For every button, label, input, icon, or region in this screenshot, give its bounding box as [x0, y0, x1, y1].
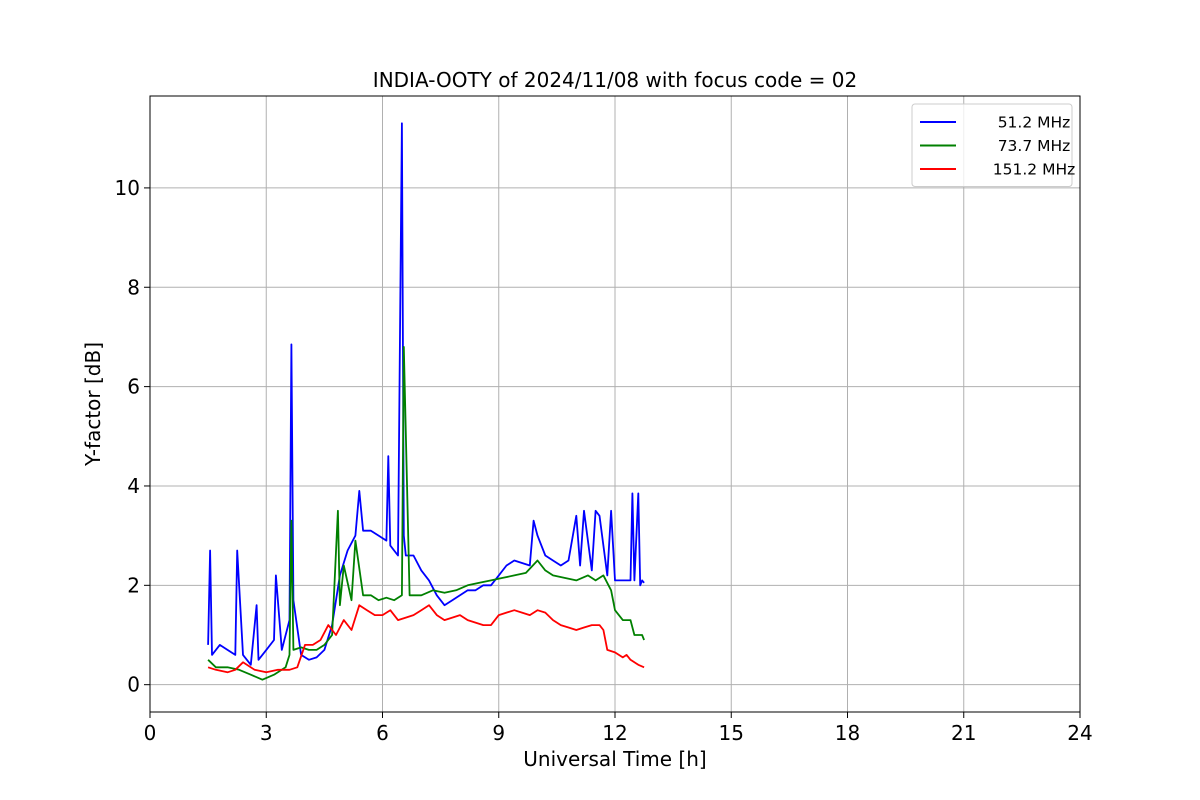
y-axis-label: Y-factor [dB]	[81, 342, 105, 467]
x-tick-label: 12	[602, 721, 627, 745]
chart-title: INDIA-OOTY of 2024/11/08 with focus code…	[373, 68, 857, 92]
series-line-73-7-mhz	[207, 345, 645, 681]
legend-items: 51.2 MHz 73.7 MHz 151.2 MHz	[920, 114, 1075, 179]
x-tick-label: 3	[260, 721, 273, 745]
x-tick-label: 15	[719, 721, 744, 745]
x-tick-label: 24	[1067, 721, 1092, 745]
y-tick-label: 2	[127, 573, 140, 597]
x-tick-label: 9	[492, 721, 505, 745]
x-tick-label: 21	[951, 721, 976, 745]
y-tick-label: 4	[127, 474, 140, 498]
y-tick-label: 6	[127, 375, 140, 399]
x-tick-label: 6	[376, 721, 389, 745]
legend-label: 51.2 MHz	[998, 114, 1071, 132]
legend-box	[911, 103, 1073, 187]
series-line-151-2-mhz	[207, 604, 645, 674]
y-tick-label: 10	[115, 176, 140, 200]
legend: 51.2 MHz 73.7 MHz 151.2 MHz	[911, 103, 1075, 187]
x-tick-label: 18	[835, 721, 860, 745]
plot-lines	[207, 122, 645, 681]
y-tick-label: 0	[127, 673, 140, 697]
legend-label: 73.7 MHz	[998, 137, 1071, 155]
x-tick-label: 0	[144, 721, 157, 745]
legend-label: 151.2 MHz	[993, 161, 1075, 179]
y-tick-label: 8	[127, 275, 140, 299]
x-axis-label: Universal Time [h]	[523, 747, 706, 771]
series-line-51-2-mhz	[207, 122, 645, 666]
